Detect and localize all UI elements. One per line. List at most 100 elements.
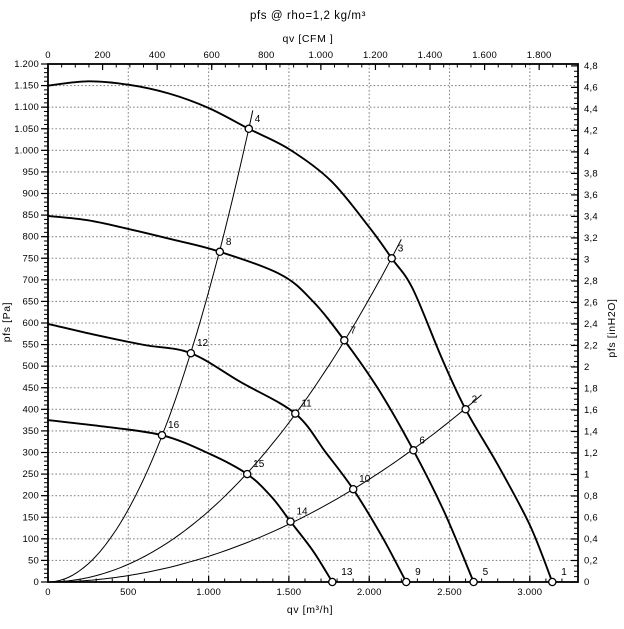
right-axis-tick-label: 4,4 bbox=[584, 104, 598, 115]
top-axis-tick-label: 800 bbox=[258, 50, 274, 61]
left-axis-label: pfs [Pa] bbox=[1, 302, 13, 342]
left-axis-tick-label: 400 bbox=[23, 404, 39, 415]
operating-point-marker-2 bbox=[461, 405, 470, 414]
left-axis-tick-label: 1.200 bbox=[14, 59, 39, 70]
operating-point-label-9: 9 bbox=[415, 567, 421, 578]
operating-point-marker-12 bbox=[186, 348, 196, 358]
right-axis-tick-label: 1 bbox=[584, 469, 589, 480]
left-axis-tick-label: 750 bbox=[23, 253, 39, 264]
left-axis-tick-label: 100 bbox=[23, 534, 39, 545]
fan-curves bbox=[47, 80, 554, 583]
operating-point-marker-5 bbox=[469, 577, 478, 587]
left-axis-tick-label: 50 bbox=[28, 555, 39, 566]
bottom-axis-tick-label: 1.000 bbox=[196, 587, 221, 598]
right-axis-tick-label: 0 bbox=[584, 577, 589, 588]
right-axis-tick-label: 2,6 bbox=[584, 297, 598, 308]
operating-point-label-14: 14 bbox=[297, 507, 309, 518]
bottom-axis-tick-label: 0 bbox=[45, 587, 50, 598]
left-axis-tick-label: 200 bbox=[23, 491, 39, 502]
operating-point-label-6: 6 bbox=[419, 435, 425, 446]
operating-point-marker-3 bbox=[387, 254, 396, 263]
system-curve-3 bbox=[48, 394, 482, 583]
left-axis-tick-label: 350 bbox=[23, 426, 39, 437]
operating-point-label-5: 5 bbox=[483, 567, 489, 578]
right-axis-tick-label: 4,8 bbox=[584, 61, 598, 72]
operating-point-marker-14 bbox=[286, 517, 295, 526]
right-axis-tick-label: 2,4 bbox=[584, 319, 598, 330]
fan-curve-speed-1 bbox=[47, 80, 554, 583]
fan-curve-speed-4 bbox=[47, 419, 334, 583]
chart-title: pfs @ rho=1,2 kg/m³ bbox=[250, 10, 366, 22]
left-axis-tick-label: 550 bbox=[23, 340, 39, 351]
system-curve-2 bbox=[48, 239, 402, 583]
right-axis-tick-label: 2,2 bbox=[584, 340, 598, 351]
top-axis-label: qv [CFM ] bbox=[283, 33, 334, 45]
left-axis-tick-label: 600 bbox=[23, 318, 39, 329]
operating-point-marker-4 bbox=[244, 124, 254, 134]
left-axis-tick-label: 450 bbox=[23, 383, 39, 394]
bottom-axis-tick-label: 1.500 bbox=[277, 587, 302, 598]
operating-point-label-11: 11 bbox=[301, 399, 312, 410]
top-axis-tick-label: 0 bbox=[45, 50, 50, 61]
left-axis-tick-label: 900 bbox=[23, 189, 39, 200]
operating-point-marker-15 bbox=[242, 469, 252, 479]
right-axis-tick-label: 0,4 bbox=[584, 534, 598, 545]
top-axis-tick-label: 1.400 bbox=[418, 50, 443, 61]
system-resistance-curves bbox=[47, 110, 482, 583]
bottom-axis-tick-label: 3.000 bbox=[517, 587, 542, 598]
operating-point-marker-1 bbox=[548, 577, 557, 587]
left-axis-tick-label: 1.000 bbox=[14, 145, 39, 156]
operating-point-marker-6 bbox=[409, 446, 418, 455]
right-axis-tick-label: 1,6 bbox=[584, 405, 598, 416]
right-axis-tick-label: 2,8 bbox=[584, 276, 598, 287]
right-axis-tick-label: 4,2 bbox=[584, 125, 598, 136]
fan-curve-speed-3 bbox=[47, 322, 408, 583]
right-axis-tick-label: 3,4 bbox=[584, 211, 598, 222]
top-axis-tick-label: 1.600 bbox=[472, 50, 497, 61]
right-axis-tick-label: 1,4 bbox=[584, 426, 598, 437]
left-axis-tick-label: 850 bbox=[23, 210, 39, 221]
left-axis-tick-label: 950 bbox=[23, 167, 39, 178]
left-axis-tick-label: 1.150 bbox=[14, 81, 39, 92]
operating-point-label-10: 10 bbox=[359, 474, 371, 485]
bottom-axis-tick-label: 2.000 bbox=[357, 587, 382, 598]
right-axis-tick-label: 4 bbox=[584, 147, 589, 158]
right-axis-tick-label: 3,6 bbox=[584, 190, 598, 201]
left-axis-tick-label: 800 bbox=[23, 232, 39, 243]
right-axis-tick-label: 0,8 bbox=[584, 491, 598, 502]
bottom-axis-tick-label: 500 bbox=[120, 587, 136, 598]
operating-point-marker-10 bbox=[348, 484, 358, 494]
operating-point-label-15: 15 bbox=[253, 459, 265, 470]
operating-point-marker-8 bbox=[215, 247, 225, 257]
top-axis-tick-label: 1.800 bbox=[527, 50, 552, 61]
right-axis-tick-label: 4,6 bbox=[584, 82, 598, 93]
plot-frame bbox=[47, 63, 579, 583]
operating-point-label-1: 1 bbox=[561, 567, 567, 578]
top-axis-tick-label: 400 bbox=[149, 50, 165, 61]
operating-point-label-12: 12 bbox=[197, 338, 209, 349]
right-axis-label: pfs [inH2O] bbox=[606, 298, 618, 357]
bottom-axis-tick-label: 2.500 bbox=[437, 587, 462, 598]
operating-point-marker-11 bbox=[291, 409, 300, 418]
top-axis-tick-label: 200 bbox=[94, 50, 110, 61]
operating-point-marker-9 bbox=[401, 577, 411, 587]
fan-curve-speed-2 bbox=[47, 214, 475, 583]
left-axis-tick-label: 1.100 bbox=[14, 102, 39, 113]
left-axis-tick-label: 700 bbox=[23, 275, 39, 286]
bottom-axis-label: qv [m³/h] bbox=[287, 604, 333, 616]
left-axis-tick-label: 0 bbox=[34, 577, 39, 588]
right-axis-tick-label: 3,8 bbox=[584, 168, 598, 179]
right-axis-tick-label: 1,2 bbox=[584, 448, 598, 459]
right-axis-tick-label: 2 bbox=[584, 362, 589, 373]
operating-point-label-4: 4 bbox=[255, 114, 261, 125]
operating-point-label-13: 13 bbox=[341, 567, 353, 578]
top-axis-tick-label: 1.200 bbox=[363, 50, 388, 61]
left-axis-tick-label: 250 bbox=[23, 469, 39, 480]
left-axis-tick-label: 300 bbox=[23, 448, 39, 459]
right-axis-tick-label: 3 bbox=[584, 254, 589, 265]
gridlines bbox=[48, 64, 578, 582]
